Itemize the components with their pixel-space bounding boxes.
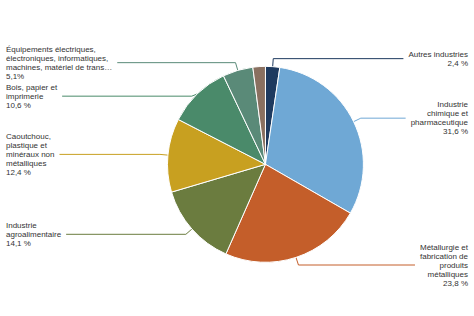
svg-text:23,8 %: 23,8 % bbox=[443, 279, 468, 288]
svg-text:10,6 %: 10,6 % bbox=[6, 101, 31, 110]
svg-text:31,6 %: 31,6 % bbox=[443, 127, 468, 136]
svg-text:métalliques: métalliques bbox=[428, 270, 468, 279]
svg-text:Bois, papier et: Bois, papier et bbox=[6, 83, 58, 92]
svg-text:machines, matériel de trans…: machines, matériel de trans… bbox=[6, 63, 112, 72]
svg-text:Autres industries: Autres industries bbox=[408, 50, 468, 59]
svg-text:Équipements électriques,: Équipements électriques, bbox=[6, 45, 96, 54]
svg-text:électroniques, informatiques,: électroniques, informatiques, bbox=[6, 54, 108, 63]
svg-text:agroalimentaire: agroalimentaire bbox=[6, 230, 62, 239]
svg-text:plastique et: plastique et bbox=[6, 141, 48, 150]
svg-text:5,1%: 5,1% bbox=[6, 72, 24, 81]
svg-text:14,1 %: 14,1 % bbox=[6, 239, 31, 248]
svg-text:imprimerie: imprimerie bbox=[6, 92, 44, 101]
svg-text:Métallurgie et: Métallurgie et bbox=[420, 243, 469, 252]
svg-text:produits: produits bbox=[440, 261, 468, 270]
svg-text:métalliques: métalliques bbox=[6, 159, 46, 168]
svg-text:12,4 %: 12,4 % bbox=[6, 168, 31, 177]
svg-text:chimique et: chimique et bbox=[427, 109, 469, 118]
svg-text:2,4 %: 2,4 % bbox=[448, 59, 468, 68]
svg-text:fabrication de: fabrication de bbox=[420, 252, 469, 261]
svg-text:pharmaceutique: pharmaceutique bbox=[411, 118, 469, 127]
svg-text:Industrie: Industrie bbox=[6, 221, 37, 230]
svg-text:Industrie: Industrie bbox=[437, 100, 468, 109]
svg-text:minéraux non: minéraux non bbox=[6, 150, 54, 159]
svg-text:Caoutchouc,: Caoutchouc, bbox=[6, 132, 51, 141]
